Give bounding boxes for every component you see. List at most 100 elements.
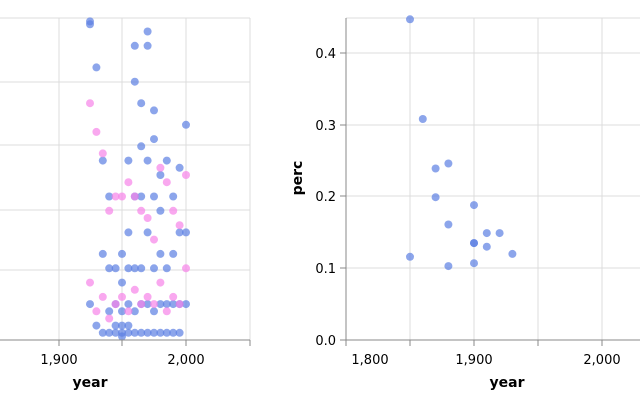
left-x-axis-title: year — [73, 375, 108, 391]
scatter-point-pink — [156, 163, 165, 172]
right-y-tick-label-2: 0.1 — [315, 262, 336, 277]
scatter-point-pink — [92, 127, 101, 136]
scatter-point-blue — [137, 99, 146, 108]
scatter-point-blue — [162, 156, 171, 165]
scatter-point-pink — [150, 235, 158, 244]
left-x-tick-label-2: 2,000 — [167, 353, 204, 368]
right-y-tick-label-1: 0.0 — [315, 334, 336, 349]
scatter-point-pink — [143, 292, 152, 301]
scatter-point-pink — [175, 300, 184, 309]
scatter-point-blue — [143, 27, 152, 36]
scatter-point-blue — [156, 206, 165, 215]
scatter-point-blue — [182, 300, 190, 309]
scatter-point-blue — [444, 262, 453, 271]
scatter-point-blue — [143, 300, 152, 309]
scatter-point-blue — [482, 229, 491, 238]
right-x-tick-label-3: 2,000 — [583, 353, 620, 368]
scatter-point-blue — [150, 135, 158, 144]
scatter-point-blue — [431, 193, 440, 202]
scatter-point-blue — [143, 156, 152, 165]
scatter-point-blue — [156, 171, 165, 179]
scatter-point-blue — [105, 264, 114, 273]
scatter-point-blue — [482, 242, 491, 251]
scatter-point-pink — [105, 206, 114, 215]
scatter-point-blue — [182, 228, 190, 237]
scatter-point-blue — [156, 328, 165, 337]
scatter-point-pink — [182, 264, 190, 273]
scatter-point-pink — [98, 292, 107, 301]
scatter-point-blue — [175, 328, 184, 337]
scatter-point-blue — [124, 321, 133, 330]
scatter-point-blue — [175, 228, 184, 237]
scatter-point-pink — [169, 292, 178, 301]
scatter-point-pink — [156, 278, 165, 287]
right-y-tick-label-3: 0.2 — [315, 190, 336, 205]
scatter-point-blue — [124, 228, 133, 237]
scatter-point-blue — [150, 192, 158, 201]
scatter-point-pink — [182, 171, 190, 179]
scatter-point-blue — [143, 328, 152, 337]
scatter-point-blue — [111, 264, 120, 273]
right-points — [406, 15, 517, 271]
left-points — [86, 17, 190, 341]
scatter-point-blue — [470, 259, 478, 268]
left-chart: 1,900 2,000 year — [0, 17, 251, 391]
scatter-point-blue — [130, 41, 139, 50]
scatter-point-blue — [150, 264, 158, 273]
scatter-point-pink — [111, 300, 120, 309]
right-grid — [346, 17, 640, 341]
scatter-point-blue — [105, 328, 114, 337]
scatter-point-blue — [124, 156, 133, 165]
scatter-point-blue — [92, 63, 101, 72]
scatter-point-pink — [162, 178, 171, 187]
scatter-point-pink — [150, 300, 158, 309]
scatter-point-blue — [130, 328, 139, 337]
scatter-point-blue — [169, 192, 178, 201]
scatter-point-pink — [92, 307, 101, 316]
scatter-point-blue — [130, 307, 139, 316]
scatter-point-blue — [162, 264, 171, 273]
scatter-point-blue — [143, 228, 152, 237]
scatter-point-blue — [124, 328, 133, 337]
scatter-point-pink — [137, 300, 146, 309]
scatter-point-blue — [137, 192, 146, 201]
right-y-tick-label-5: 0.4 — [315, 47, 336, 62]
scatter-point-blue — [124, 264, 133, 273]
scatter-point-pink — [143, 214, 152, 222]
scatter-point-blue — [111, 321, 120, 330]
scatter-point-blue — [137, 264, 146, 273]
scatter-point-blue — [137, 142, 146, 151]
scatter-point-blue — [105, 192, 114, 201]
scatter-point-blue — [118, 278, 126, 287]
scatter-point-blue — [130, 77, 139, 86]
scatter-point-blue — [118, 249, 126, 258]
scatter-point-blue — [470, 201, 478, 210]
scatter-point-pink — [169, 206, 178, 215]
scatter-point-blue — [444, 220, 453, 229]
scatter-point-blue — [156, 249, 165, 258]
right-x-tick-label-2: 1,900 — [455, 353, 492, 368]
scatter-point-blue — [150, 106, 158, 115]
scatter-point-blue — [162, 300, 171, 309]
scatter-point-blue — [137, 328, 146, 337]
left-grid — [0, 17, 251, 341]
scatter-point-blue — [418, 115, 427, 123]
scatter-point-blue — [86, 20, 94, 29]
scatter-point-pink — [130, 192, 139, 201]
right-chart: 0.0 0.1 0.2 0.3 0.4 1,800 1,900 2,000 ye… — [290, 15, 640, 391]
scatter-point-blue — [406, 15, 414, 24]
scatter-point-blue — [162, 328, 171, 337]
scatter-point-blue — [150, 328, 158, 337]
scatter-point-pink — [98, 149, 107, 158]
scatter-point-pink — [124, 178, 133, 187]
scatter-point-blue — [124, 300, 133, 309]
scatter-point-blue — [98, 249, 107, 258]
scatter-point-pink — [105, 314, 114, 323]
scatter-point-blue — [156, 300, 165, 309]
scatter-point-blue — [444, 159, 453, 168]
scatter-point-blue — [86, 300, 94, 309]
scatter-point-blue — [169, 328, 178, 337]
scatter-point-pink — [118, 192, 126, 201]
scatter-point-blue — [118, 321, 126, 330]
